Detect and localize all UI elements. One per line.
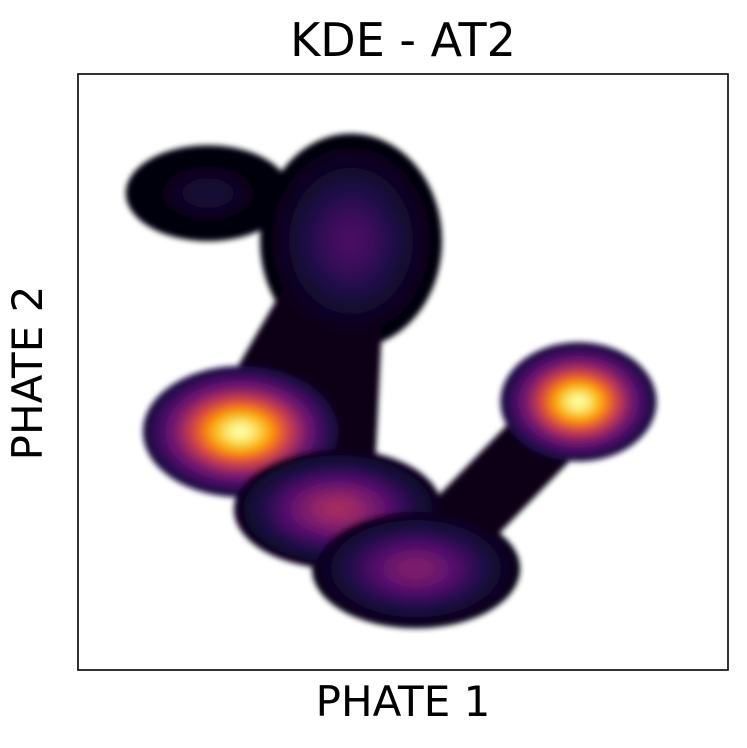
- density-level-1-21: [346, 236, 356, 246]
- density-layer: [125, 133, 657, 629]
- plot-frame: [77, 73, 729, 671]
- density-level-3-21: [333, 506, 343, 512]
- x-axis-label: PHATE 1: [315, 677, 491, 726]
- density-level-0-21: [204, 191, 212, 196]
- chart-title: KDE - AT2: [290, 13, 516, 67]
- y-axis-label: PHATE 2: [3, 285, 52, 461]
- density-level-5-21: [574, 399, 583, 405]
- density-contours: [125, 133, 657, 629]
- density-level-2-21: [236, 428, 245, 435]
- density-level-4-21: [411, 565, 421, 572]
